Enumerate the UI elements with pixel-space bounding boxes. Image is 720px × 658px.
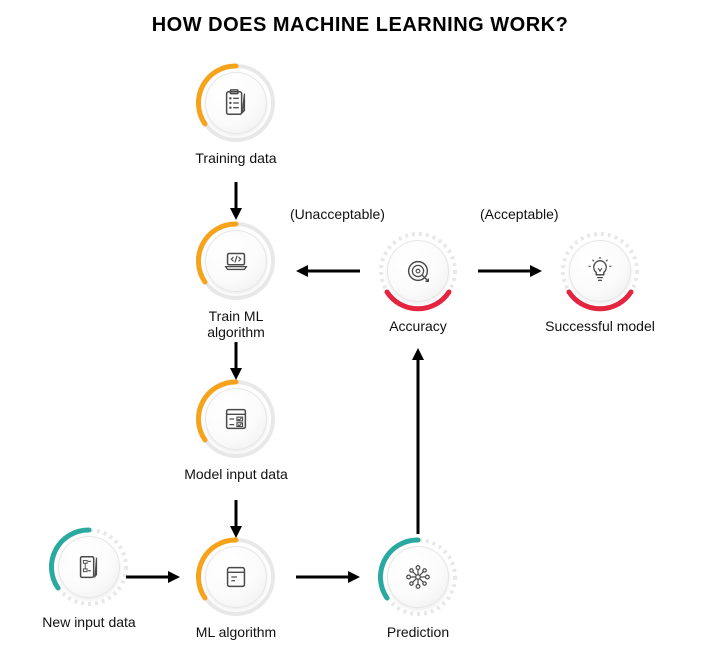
arrow-down-1 [228,182,244,220]
bulb-icon [585,256,615,286]
node-circle [195,62,277,144]
arrow-down-2 [228,342,244,380]
node-ml-algorithm: ML algorithm [181,536,291,640]
arrow-right-newinput [126,569,180,585]
node-label: Training data [195,150,276,166]
window-check-icon [221,404,251,434]
node-training-data: Training data [181,62,291,166]
node-label: Successful model [545,318,655,334]
doc-flow-icon [74,552,104,582]
node-label: Accuracy [389,318,447,334]
node-accuracy: Accuracy [363,230,473,334]
node-label: ML algorithm [196,624,276,640]
arrow-down-3 [228,500,244,538]
network-icon [403,562,433,592]
page-title: HOW DOES MACHINE LEARNING WORK? [0,14,720,37]
node-model-input: Model input data [181,378,291,482]
arrow-right-acc-succ [478,263,542,279]
laptop-code-icon [221,246,251,276]
node-train-ml: Train ML algorithm [181,220,291,340]
arrow-left-acc-train [296,263,360,279]
node-label: New input data [42,614,135,630]
clipboard-icon [221,88,251,118]
window-lines-icon [221,562,251,592]
edge-label-unacceptable: (Unacceptable) [290,206,385,222]
edge-label-acceptable: (Acceptable) [480,206,559,222]
node-label: Train ML algorithm [181,308,291,340]
node-label: Prediction [387,624,449,640]
arrow-up-pred-acc [410,348,426,534]
arrow-right-ml-pred [296,569,360,585]
target-icon [403,256,433,286]
node-prediction: Prediction [363,536,473,640]
node-successful: Successful model [545,230,655,334]
node-label: Model input data [184,466,288,482]
